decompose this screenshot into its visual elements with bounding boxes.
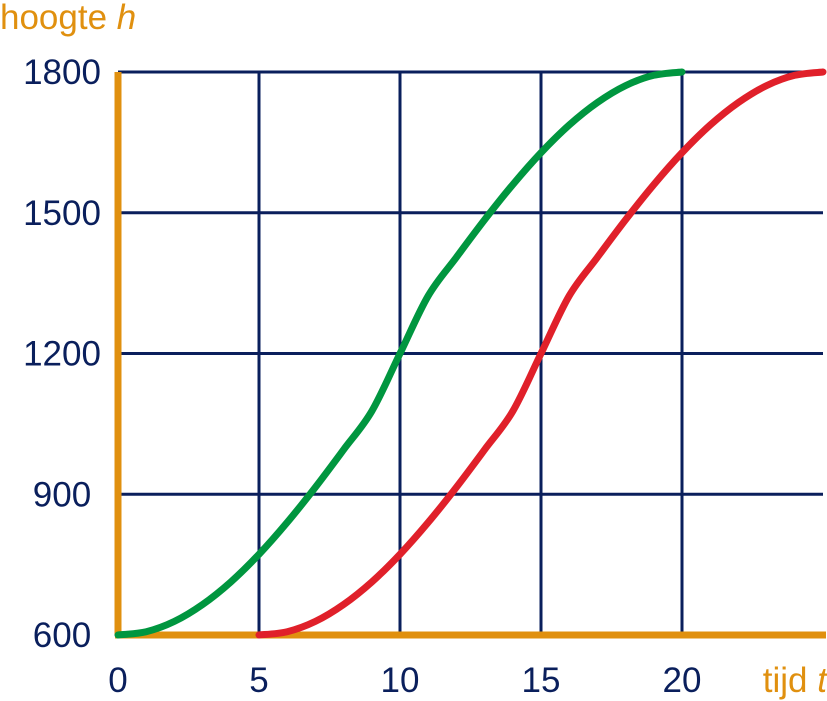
x-tick-label: 5: [249, 661, 268, 700]
x-tick-label: 10: [381, 661, 420, 700]
grid: [118, 70, 823, 635]
y-tick-label: 900: [33, 475, 91, 514]
x-tick-label: 15: [522, 661, 561, 700]
y-tick-label: 600: [33, 616, 91, 655]
series: [114, 68, 827, 639]
x-axis-title: tijd t: [763, 661, 827, 700]
y-tick-label: 1500: [23, 194, 101, 233]
y-tick-label: 1200: [23, 335, 101, 374]
series-line-2: [255, 68, 827, 639]
tick-labels: 600 900 1200 1500 1800 0 5 10 15 20: [23, 53, 701, 700]
x-tick-label: 20: [663, 661, 702, 700]
y-axis-title: hoogte h: [0, 0, 136, 37]
series-line-1: [114, 68, 686, 639]
x-tick-label: 0: [108, 661, 127, 700]
y-tick-label: 1800: [23, 53, 101, 92]
axes: [114, 72, 826, 639]
